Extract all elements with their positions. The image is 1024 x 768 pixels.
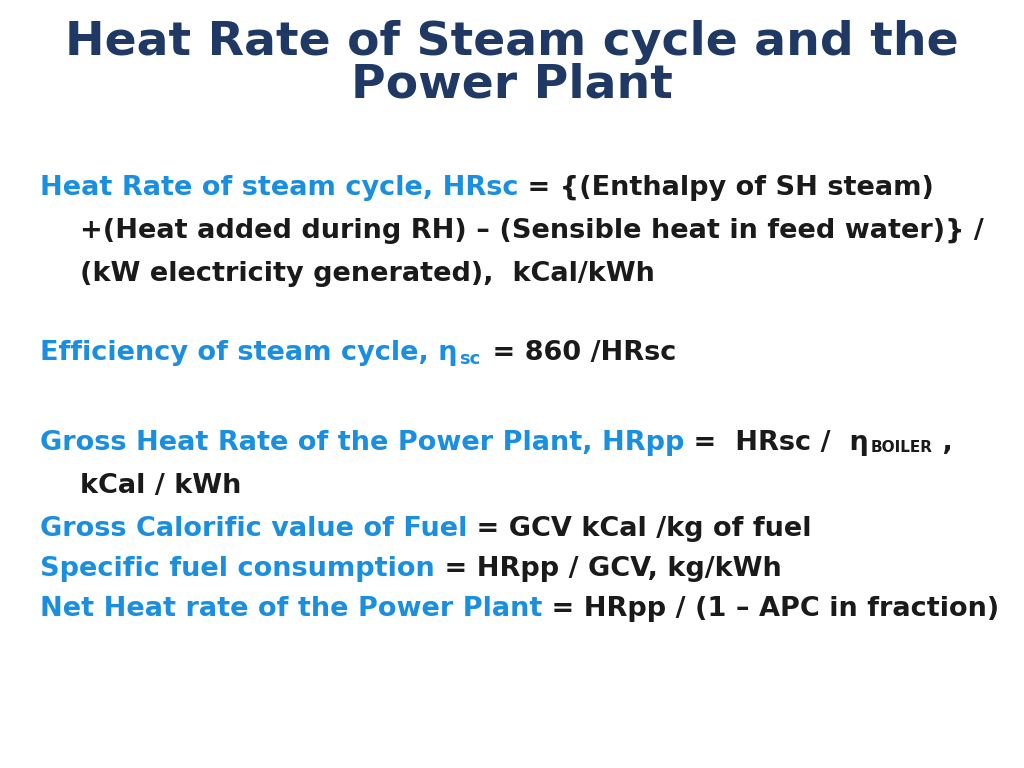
Text: Heat Rate of steam cycle, HRsc: Heat Rate of steam cycle, HRsc [40, 175, 518, 201]
Text: BOILER: BOILER [870, 440, 932, 455]
Text: = 860 /HRsc: = 860 /HRsc [482, 340, 676, 366]
Text: = HRpp / GCV, kg/kWh: = HRpp / GCV, kg/kWh [435, 556, 781, 582]
Text: Gross Heat Rate of the Power Plant, HRpp: Gross Heat Rate of the Power Plant, HRpp [40, 430, 684, 456]
Text: sc: sc [460, 350, 480, 368]
Text: +(Heat added during RH) – (Sensible heat in feed water)} /: +(Heat added during RH) – (Sensible heat… [80, 218, 984, 244]
Text: kCal / kWh: kCal / kWh [80, 473, 242, 499]
Text: Specific fuel consumption: Specific fuel consumption [40, 556, 435, 582]
Text: = GCV kCal /kg of fuel: = GCV kCal /kg of fuel [467, 516, 812, 542]
Text: (kW electricity generated),  kCal/kWh: (kW electricity generated), kCal/kWh [80, 261, 655, 287]
Text: = {(Enthalpy of SH steam): = {(Enthalpy of SH steam) [518, 175, 934, 201]
Text: =  HRsc /  η: = HRsc / η [684, 430, 869, 456]
Text: Net Heat rate of the Power Plant: Net Heat rate of the Power Plant [40, 596, 543, 622]
Text: = HRpp / (1 – APC in fraction): = HRpp / (1 – APC in fraction) [543, 596, 999, 622]
Text: ,: , [933, 430, 953, 456]
Text: Heat Rate of Steam cycle and the: Heat Rate of Steam cycle and the [66, 20, 958, 65]
Text: Efficiency of steam cycle, η: Efficiency of steam cycle, η [40, 340, 458, 366]
Text: Gross Calorific value of Fuel: Gross Calorific value of Fuel [40, 516, 467, 542]
Text: Power Plant: Power Plant [351, 62, 673, 107]
